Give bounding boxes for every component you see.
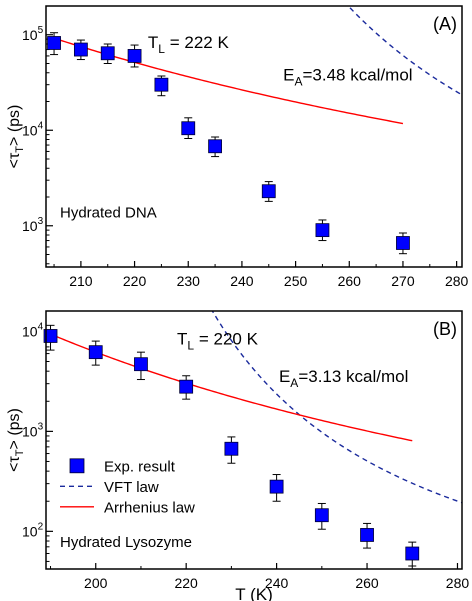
plot-frame (45, 5, 463, 268)
arrhenius-curve (50, 333, 413, 442)
ylabel-subscript: T (14, 449, 26, 456)
y-tick-base: 10 (22, 27, 38, 43)
y-tick-exp: 3 (38, 421, 44, 432)
data-point (47, 36, 61, 50)
ylabel-close: > (ps) (6, 105, 23, 146)
ea-symbol: E (279, 367, 290, 386)
sample-label: Hydrated Lysozyme (60, 534, 192, 551)
y-tick-exp: 4 (38, 120, 44, 131)
x-tick-label: 210 (69, 273, 93, 289)
y-tick-label: 103 (22, 421, 44, 439)
data-point (315, 223, 330, 238)
y-tick-label: 105 (22, 25, 44, 43)
data-point (127, 49, 142, 63)
ylabel-symbol: τ (6, 456, 23, 463)
data-point (269, 479, 284, 494)
data-point (73, 42, 88, 57)
plot-frame (45, 310, 463, 570)
sample-label: Hydrated DNA (60, 204, 157, 221)
curves (53, 6, 461, 125)
x-tick-label: 240 (265, 575, 289, 591)
x-axis-label: T (K) (235, 585, 272, 601)
ea-value: =3.48 kcal/mol (302, 65, 412, 84)
x-tick-label: 250 (284, 273, 308, 289)
y-tick-base: 10 (22, 218, 38, 234)
y-tick-base: 10 (22, 523, 38, 539)
ylabel-subscript: T (14, 146, 26, 153)
data-point (224, 441, 239, 456)
x-tick-label: 260 (355, 575, 379, 591)
transition-temperature-label: TL = 222 K (148, 33, 230, 56)
legend-label: Arrhenius law (104, 499, 195, 516)
tl-value: = 222 K (165, 33, 229, 52)
tl-symbol: T (148, 33, 158, 52)
y-axis-label: <τT> (ps) (6, 408, 26, 472)
data-point (43, 329, 58, 343)
tl-subscript: L (158, 42, 165, 56)
ea-subscript: A (290, 376, 298, 390)
tl-value: = 220 K (194, 330, 258, 349)
tl-subscript: L (187, 339, 194, 353)
y-tick-exp: 3 (38, 216, 44, 227)
tl-symbol: T (177, 330, 187, 349)
y-tick-base: 10 (22, 122, 38, 138)
x-tick-label: 240 (230, 273, 254, 289)
data-point (360, 528, 374, 542)
data-point (154, 77, 169, 92)
data-point (134, 357, 148, 372)
data-point (261, 184, 276, 199)
ylabel-symbol: τ (6, 152, 23, 159)
x-tick-label: 220 (123, 273, 147, 289)
data-point (88, 345, 103, 360)
activation-energy-label: EA=3.48 kcal/mol (283, 65, 412, 88)
x-tick-label: 260 (338, 273, 362, 289)
y-tick-label: 102 (22, 521, 44, 539)
panel-label: (B) (433, 319, 457, 339)
curves (50, 311, 462, 504)
y-tick-base: 10 (22, 423, 38, 439)
data-point (208, 139, 222, 154)
x-tick-label: 280 (445, 273, 469, 289)
y-tick-label: 104 (22, 321, 44, 339)
y-tick-base: 10 (22, 323, 38, 339)
legend: Exp. result VFT law Arrhenius law (60, 458, 195, 516)
y-tick-exp: 2 (38, 521, 44, 532)
x-tick-label: 270 (391, 273, 415, 289)
y-tick-label: 103 (22, 216, 44, 234)
legend-label: VFT law (104, 479, 159, 496)
y-tick-exp: 4 (38, 321, 44, 332)
ylabel-close: > (ps) (6, 408, 23, 449)
transition-temperature-label: TL = 220 K (177, 330, 259, 353)
data-point (314, 508, 329, 523)
activation-energy-label: EA=3.13 kcal/mol (279, 367, 408, 390)
ea-subscript: A (294, 74, 302, 88)
y-tick-exp: 5 (38, 25, 44, 36)
data-point (100, 46, 115, 61)
ylabel-open: < (6, 159, 23, 168)
data-point (181, 121, 196, 136)
y-tick-label: 104 (22, 120, 44, 138)
x-tick-label: 220 (174, 575, 198, 591)
ea-symbol: E (283, 65, 294, 84)
x-tick-label: 280 (446, 575, 470, 591)
ea-value: =3.13 kcal/mol (298, 367, 408, 386)
data-point (179, 379, 194, 394)
x-tick-label: 230 (177, 273, 201, 289)
data-point (405, 546, 420, 561)
legend-label: Exp. result (104, 458, 176, 475)
x-tick-label: 200 (84, 575, 108, 591)
data-point (396, 236, 410, 250)
panel-label: (A) (433, 14, 457, 34)
y-axis-label: <τT> (ps) (6, 105, 26, 169)
ylabel-open: < (6, 463, 23, 472)
legend-marker (69, 458, 85, 474)
